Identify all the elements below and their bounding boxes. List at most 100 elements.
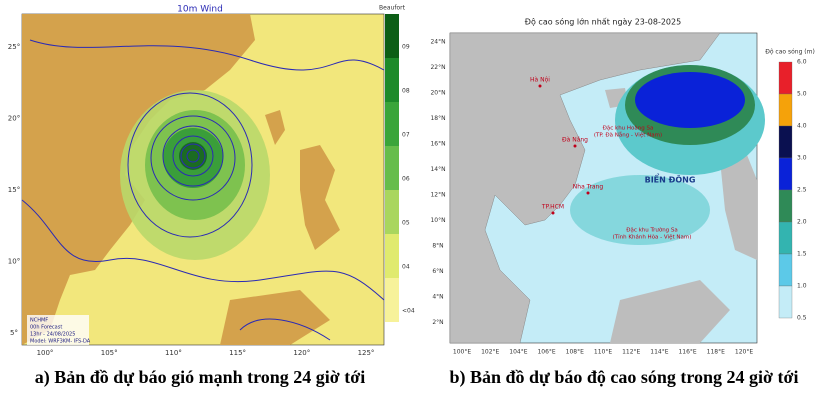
lat-label: 24°N: [430, 39, 445, 46]
colorbar-segment: [778, 125, 793, 159]
city-marker: [586, 191, 590, 195]
cities: Hà Nội Đà Nẵng Nha Trang TP.HCM: [530, 77, 603, 215]
lon-label: 112°E: [622, 349, 640, 356]
lon-label: 105°: [101, 349, 118, 357]
lat-label: 2°N: [432, 319, 443, 326]
colorbar-segment: [778, 221, 793, 255]
colorbar-label: 09: [402, 44, 410, 51]
city-marker: [551, 211, 555, 215]
wave-zone-15: [570, 175, 710, 245]
colorbar-segment: [778, 285, 793, 319]
city-label: Đà Nẵng: [562, 137, 588, 144]
place-label: Đặc khu Trường Sa: [626, 227, 678, 234]
colorbar-segment: [778, 93, 793, 127]
lat-label: 16°N: [430, 141, 445, 148]
legend-text: Model: WRF3KM- IFS-DA: [30, 339, 91, 345]
colorbar-segment: [385, 146, 399, 190]
colorbar-label: 1.5: [797, 251, 807, 258]
borneo: [610, 280, 730, 343]
isobars: [21, 39, 385, 341]
legend-box: [27, 315, 89, 345]
lat-label: 25°: [8, 43, 20, 51]
lat-label: 14°N: [430, 166, 445, 173]
colorbar-segment: [778, 253, 793, 287]
sea-label: BIỂN ĐÔNG: [645, 173, 696, 185]
lon-label: 116°E: [678, 349, 696, 356]
colorbar-label: 6.0: [797, 59, 807, 66]
colorbar-label: <04: [402, 308, 415, 315]
lat-label: 10°N: [430, 217, 445, 224]
mainland: [22, 14, 255, 345]
lat-label: 15°: [8, 186, 20, 194]
colorbar-title: Độ cao sóng (m): [765, 49, 815, 56]
lon-label: 118°E: [707, 349, 725, 356]
colorbar-segment: [778, 157, 793, 191]
lon-label: 100°: [37, 349, 54, 357]
legend-text: NCHMF: [30, 318, 48, 324]
wind-zone-9: [179, 142, 207, 170]
wave-zone-3: [635, 72, 745, 128]
lat-label: 8°N: [432, 243, 443, 250]
colorbar-label: 5.0: [797, 91, 807, 98]
colorbar-label: 05: [402, 220, 410, 227]
colorbar-label: 4.0: [797, 123, 807, 130]
colorbar-label: 08: [402, 88, 410, 95]
borneo: [220, 290, 330, 345]
map-title: Độ cao sóng lớn nhất ngày 23-08-2025: [525, 17, 681, 27]
colorbar-segment: [385, 58, 399, 102]
lon-label: 106°E: [537, 349, 555, 356]
caption: a) Bản đồ dự báo gió mạnh trong 24 giờ t…: [35, 367, 365, 388]
lon-label: 110°: [165, 349, 182, 357]
lon-label: 125°: [358, 349, 375, 357]
map-title: 10m Wind: [177, 5, 223, 15]
colorbar-label: 04: [402, 264, 410, 271]
colorbar-label: 0.5: [797, 315, 807, 322]
lon-label: 115°: [229, 349, 246, 357]
city-marker: [573, 144, 577, 148]
place-label: Đặc khu Hoàng Sa: [603, 125, 654, 132]
colorbar-segment: [778, 61, 793, 95]
lon-label: 120°: [293, 349, 310, 357]
colorbar-label: 2.5: [797, 187, 807, 194]
philippines: [720, 150, 757, 260]
place-label: (TP. Đà Nẵng - Việt Nam): [594, 132, 662, 139]
lat-label: 6°N: [432, 268, 443, 275]
lon-label: 114°E: [650, 349, 668, 356]
colorbar-segment: [778, 189, 793, 223]
lat-label: 5°: [10, 329, 18, 337]
colorbar-title: Beaufort: [379, 5, 406, 12]
colorbar: 6.0 5.0 4.0 3.0 2.5 2.0 1.5 1.0 0.5: [778, 59, 807, 322]
lon-label: 120°E: [735, 349, 753, 356]
lon-label: 110°E: [594, 349, 612, 356]
legend-text: 00h Forecast: [30, 325, 62, 331]
colorbar-segment: [385, 234, 399, 278]
colorbar-label: 06: [402, 176, 410, 183]
colorbar-label: 3.0: [797, 155, 807, 162]
colorbar-label: 07: [402, 132, 410, 139]
colorbar-segment: [385, 102, 399, 146]
city-label: Nha Trang: [573, 184, 604, 191]
colorbar-label: 2.0: [797, 219, 807, 226]
city-label: TP.HCM: [541, 204, 564, 211]
lon-label: 102°E: [481, 349, 499, 356]
wind-map: 10m Wind 09 08 07 06 05 04 <04 Beaufort: [21, 5, 415, 346]
island: [265, 110, 285, 145]
lat-label: 22°N: [430, 64, 445, 71]
lat-label: 12°N: [430, 192, 445, 199]
wave-map: BIỂN ĐÔNG Đặc khu Hoàng Sa (TP. Đà Nẵng …: [449, 17, 815, 344]
colorbar: 09 08 07 06 05 04 <04: [385, 14, 415, 322]
lat-label: 20°: [8, 115, 20, 123]
colorbar-segment: [385, 278, 399, 322]
caption: b) Bản đồ dự báo độ cao sóng trong 24 gi…: [450, 367, 799, 388]
lat-label: 10°: [8, 258, 20, 266]
colorbar-segment: [385, 14, 399, 58]
lon-label: 100°E: [453, 349, 471, 356]
philippines: [300, 145, 340, 250]
colorbar-label: 1.0: [797, 283, 807, 290]
lon-label: 104°E: [509, 349, 527, 356]
lat-label: 4°N: [432, 294, 443, 301]
lon-label: 108°E: [566, 349, 584, 356]
city-marker: [538, 84, 542, 88]
colorbar-segment: [385, 190, 399, 234]
